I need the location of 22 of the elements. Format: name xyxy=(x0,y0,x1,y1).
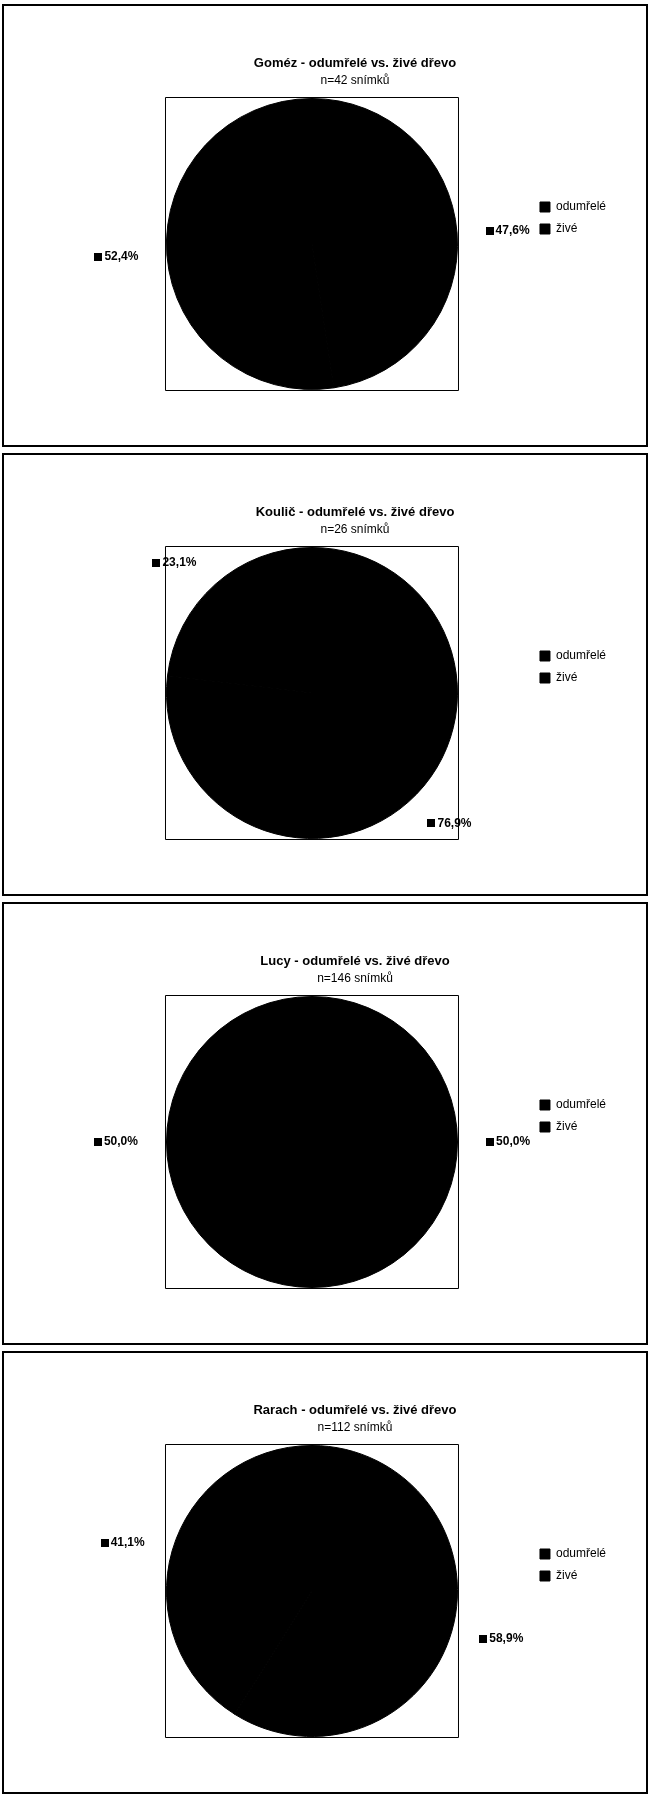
chart-subtitle: n=112 snímků xyxy=(317,1420,393,1435)
chart-subtitle: n=42 snímků xyxy=(320,73,390,88)
chart-title: Rarach - odumřelé vs. živé dřevo xyxy=(253,1402,457,1418)
legend-label: živé xyxy=(555,1568,578,1583)
legend-label: odumřelé xyxy=(555,199,607,214)
chart-title: Lucy - odumřelé vs. živé dřevo xyxy=(260,953,450,969)
chart-title: Koulič - odumřelé vs. živé dřevo xyxy=(255,504,455,520)
data-label: 50,0% xyxy=(496,1134,531,1149)
chart-subtitle: n=146 snímků xyxy=(317,971,393,986)
legend-label: odumřelé xyxy=(555,1546,607,1561)
legend-label: živé xyxy=(555,670,578,685)
data-label: 52,4% xyxy=(104,249,139,264)
data-label: 41,1% xyxy=(110,1535,146,1550)
legend-label: živé xyxy=(555,1119,578,1134)
data-label: 50,0% xyxy=(103,1134,139,1149)
chart-subtitle: n=26 snímků xyxy=(320,522,390,537)
legend-label: odumřelé xyxy=(555,1097,607,1112)
legend-label: odumřelé xyxy=(555,648,607,663)
chart-title: Goméz - odumřelé vs. živé dřevo xyxy=(253,55,457,71)
data-label: 47,6% xyxy=(495,223,530,238)
legend-label: živé xyxy=(555,221,578,236)
data-label: 58,9% xyxy=(489,1631,524,1646)
